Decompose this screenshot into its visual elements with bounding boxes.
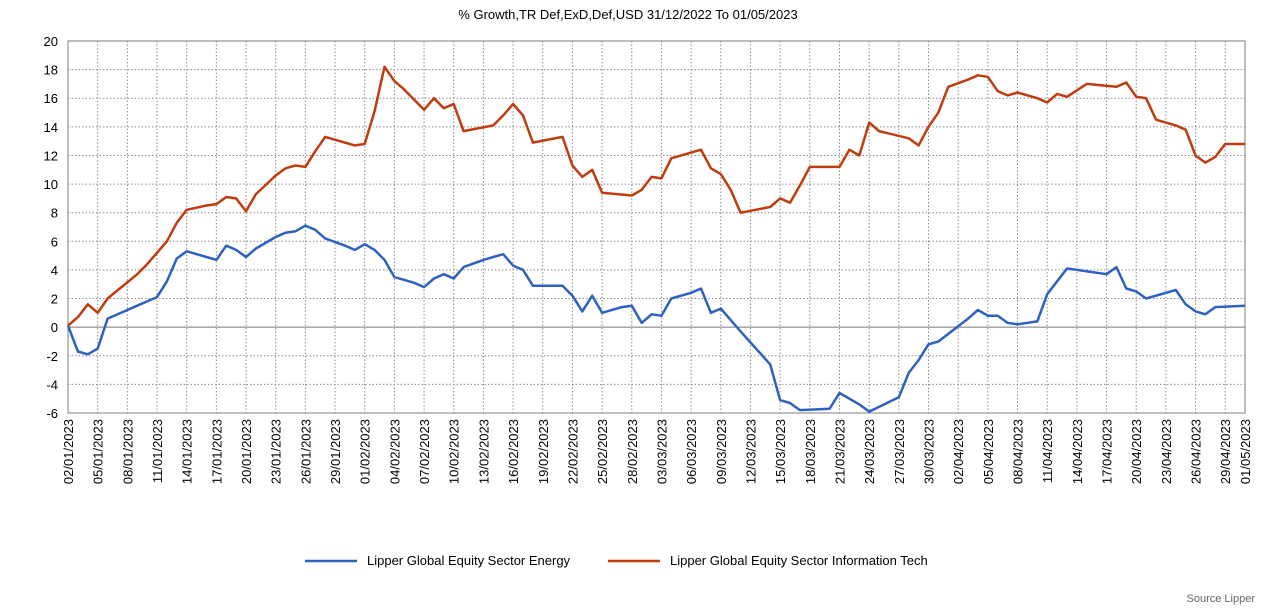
x-tick-label: 03/03/2023 <box>654 419 669 484</box>
x-tick-label: 27/03/2023 <box>892 419 907 484</box>
legend: Lipper Global Equity Sector Energy Lippe… <box>305 553 928 568</box>
y-tick-label: 4 <box>51 263 58 278</box>
x-tick-label: 18/03/2023 <box>803 419 818 484</box>
x-tick-label: 19/02/2023 <box>536 419 551 484</box>
x-tick-label: 11/04/2023 <box>1040 419 1055 483</box>
y-axis: -6 -4 -2 0 2 4 6 8 10 12 14 16 18 20 <box>44 34 58 421</box>
x-tick-label: 23/04/2023 <box>1159 419 1174 484</box>
x-tick-label: 29/04/2023 <box>1218 419 1233 484</box>
x-tick-label: 04/02/2023 <box>387 419 402 484</box>
y-tick-label: 18 <box>44 63 58 78</box>
y-tick-label: -2 <box>46 349 58 364</box>
x-axis: 02/01/2023 05/01/2023 08/01/2023 11/01/2023… <box>61 419 1253 484</box>
plot-area-frame <box>67 40 1246 414</box>
x-tick-label: 26/01/2023 <box>298 419 313 484</box>
x-tick-label: 14/04/2023 <box>1070 419 1085 484</box>
y-tick-label: 20 <box>44 34 58 49</box>
x-tick-label: 29/01/2023 <box>328 419 343 484</box>
series-line-1 <box>67 65 1245 327</box>
x-tick-label: 08/04/2023 <box>1011 419 1026 484</box>
y-tick-label: 14 <box>44 120 58 135</box>
x-tick-label: 01/05/2023 <box>1238 419 1253 484</box>
y-tick-label: 0 <box>51 320 58 335</box>
x-tick-label: 09/03/2023 <box>714 419 729 484</box>
x-tick-label: 12/03/2023 <box>743 419 758 484</box>
x-tick-label: 21/03/2023 <box>832 419 847 484</box>
x-tick-label: 05/04/2023 <box>981 419 996 484</box>
x-tick-label: 25/02/2023 <box>595 419 610 484</box>
series-line-0 <box>66 224 1246 413</box>
x-tick-label: 20/04/2023 <box>1129 419 1144 484</box>
source-note: Source Lipper <box>1187 593 1256 605</box>
x-tick-label: 06/03/2023 <box>684 419 699 484</box>
x-tick-label: 05/01/2023 <box>91 419 106 484</box>
x-tick-label: 23/01/2023 <box>269 419 284 484</box>
x-tick-label: 10/02/2023 <box>447 419 462 484</box>
x-tick-label: 07/02/2023 <box>417 419 432 484</box>
y-tick-label: 12 <box>44 148 58 163</box>
x-tick-label: 15/03/2023 <box>773 419 788 484</box>
y-tick-label: 2 <box>51 292 58 307</box>
x-tick-label: 01/02/2023 <box>358 419 373 484</box>
x-tick-label: 17/01/2023 <box>209 419 224 484</box>
y-tick-label: 16 <box>44 91 58 106</box>
grid-lines <box>68 41 1245 413</box>
y-tick-label: 10 <box>44 177 58 192</box>
x-tick-label: 11/01/2023 <box>150 419 165 483</box>
x-tick-label: 24/03/2023 <box>862 419 877 484</box>
x-tick-label: 22/02/2023 <box>565 419 580 484</box>
y-tick-label: 8 <box>51 206 58 221</box>
legend-label-energy: Lipper Global Equity Sector Energy <box>367 553 571 568</box>
x-tick-label: 28/02/2023 <box>625 419 640 484</box>
chart-title: % Growth,TR Def,ExD,Def,USD 31/12/2022 T… <box>458 7 797 22</box>
x-tick-label: 16/02/2023 <box>506 419 521 484</box>
x-tick-label: 17/04/2023 <box>1100 419 1115 484</box>
x-tick-label: 02/01/2023 <box>61 419 76 484</box>
x-tick-label: 08/01/2023 <box>120 419 135 484</box>
x-tick-label: 14/01/2023 <box>180 419 195 484</box>
y-tick-label: -6 <box>46 406 58 421</box>
y-tick-label: 6 <box>51 234 58 249</box>
x-tick-label: 13/02/2023 <box>476 419 491 484</box>
x-tick-label: 20/01/2023 <box>239 419 254 484</box>
x-tick-label: 02/04/2023 <box>951 419 966 484</box>
y-tick-label: -4 <box>46 377 58 392</box>
series-lines <box>66 65 1246 413</box>
legend-label-information-tech: Lipper Global Equity Sector Information … <box>670 553 928 568</box>
x-tick-label: 26/04/2023 <box>1189 419 1204 484</box>
x-tick-label: 30/03/2023 <box>921 419 936 484</box>
